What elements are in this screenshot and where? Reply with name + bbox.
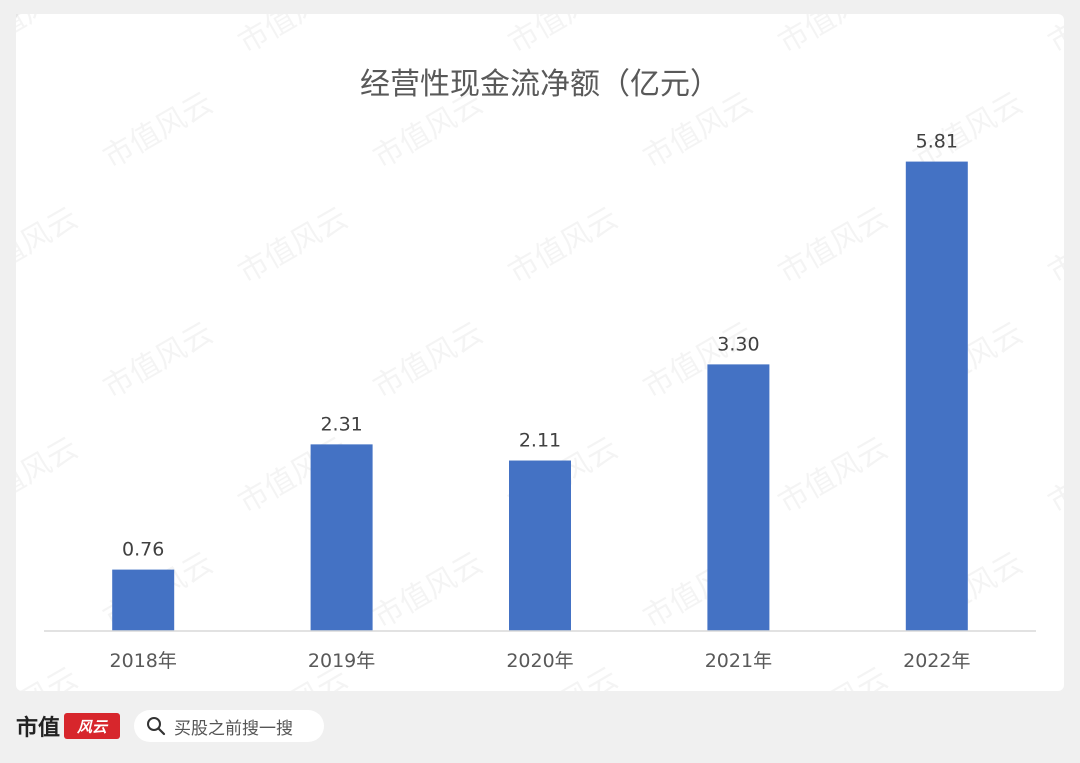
bar-2018年 xyxy=(112,569,175,631)
bar-2022年 xyxy=(905,161,968,632)
brand-seal-logo: 风云 xyxy=(64,713,121,739)
chart-card: 市值风云 市值风云 市值风云 市值风云 市值风云 市值风云 市值风云 市值风云 市值风云 市值风云… xyxy=(16,14,1064,691)
x-tick-label: 2018年 xyxy=(110,650,177,672)
data-label: 5.81 xyxy=(916,131,958,153)
x-tick-label: 2022年 xyxy=(903,650,970,672)
x-tick-label: 2020年 xyxy=(506,650,573,672)
search-icon xyxy=(147,717,166,736)
bar-2021年 xyxy=(707,364,770,631)
footer-bar: 市值 风云 买股之前搜一搜 xyxy=(16,704,1064,748)
bar-2020年 xyxy=(509,460,571,631)
brand-name: 市值 xyxy=(16,715,61,741)
bar-2019年 xyxy=(310,444,373,631)
brand-logo: 市值 风云 xyxy=(16,710,121,742)
data-label: 2.11 xyxy=(519,430,561,452)
chart-title: 经营性现金流净额（亿元） xyxy=(360,67,720,102)
data-label: 2.31 xyxy=(320,413,362,435)
search-box[interactable]: 买股之前搜一搜 xyxy=(134,710,325,742)
data-label: 3.30 xyxy=(717,333,759,355)
x-tick-label: 2021年 xyxy=(705,650,772,672)
bars-group: 0.76 2018年 2.31 2019年 2.11 2020年 3.30 2021年 5.81… xyxy=(110,131,971,672)
data-label: 0.76 xyxy=(122,539,164,561)
bar-chart: 经营性现金流净额（亿元） 0.76 2018年 2.31 2019年 2.11 2020年… xyxy=(44,67,1036,672)
x-tick-label: 2019年 xyxy=(308,650,375,672)
search-text: 买股之前搜一搜 xyxy=(174,718,294,739)
